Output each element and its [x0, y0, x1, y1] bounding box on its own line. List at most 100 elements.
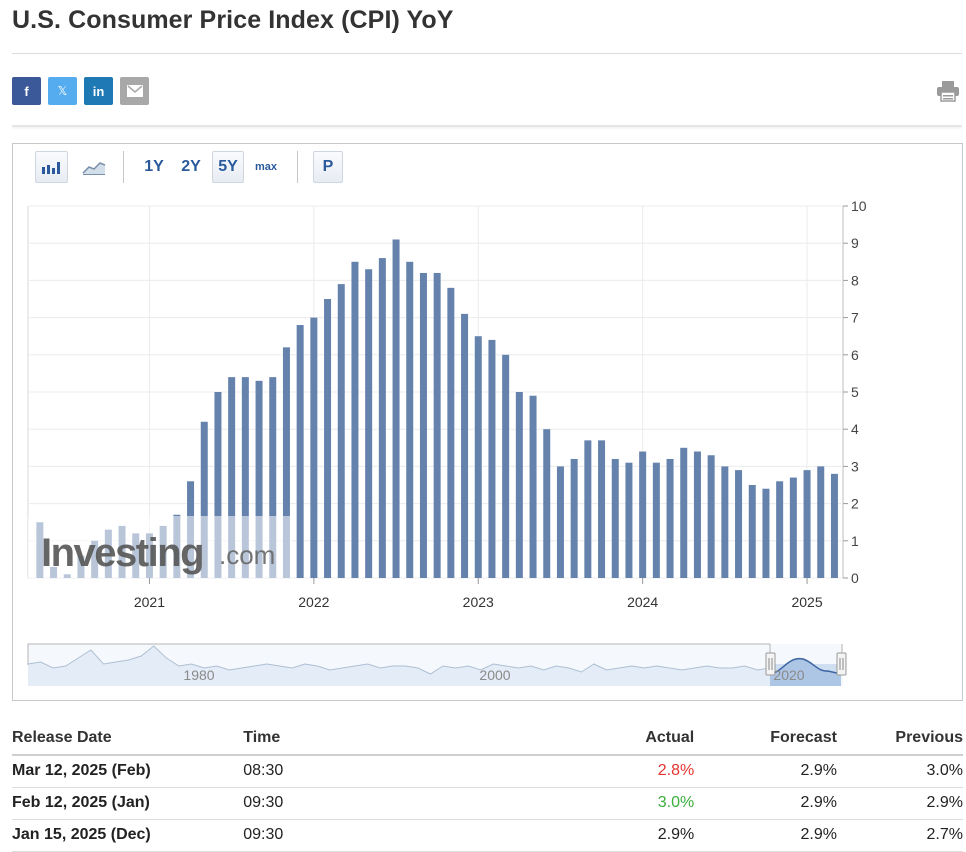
- bar: [570, 458, 578, 578]
- page-title: U.S. Consumer Price Index (CPI) YoY: [12, 6, 454, 34]
- facebook-icon: f: [24, 83, 29, 99]
- bar: [803, 470, 811, 578]
- header-time[interactable]: Time: [243, 722, 587, 756]
- header-previous[interactable]: Previous: [836, 722, 963, 756]
- bar: [378, 258, 386, 578]
- bar-chart-button[interactable]: [35, 151, 68, 183]
- bar: [392, 239, 400, 578]
- y-tick-label: 1: [851, 533, 859, 549]
- bar: [625, 462, 633, 578]
- axes: 0 1 2 3 4 5 6 7 8 9 10 2021 2022 2023 2024 2025: [134, 198, 867, 610]
- y-tick-label: 9: [851, 235, 859, 251]
- navigator-selection-line: [769, 657, 842, 675]
- row-forecast: 2.9%: [694, 755, 837, 788]
- bar: [748, 485, 756, 578]
- x-icon: 𝕏: [57, 84, 68, 98]
- printer-icon[interactable]: [936, 80, 960, 102]
- y-tick-label: 5: [851, 384, 859, 400]
- navigator-left-handle: [765, 652, 776, 676]
- navigator-right-handle: [836, 652, 847, 676]
- bar: [241, 377, 249, 578]
- release-table: Release Date Time Actual Forecast Previo…: [12, 722, 963, 852]
- bar: [515, 392, 523, 578]
- bar: [200, 421, 208, 578]
- bar: [324, 299, 332, 578]
- row-release-date: Jan 15, 2025 (Dec): [12, 819, 244, 852]
- range-2y-button[interactable]: 2Y: [181, 158, 201, 175]
- bar: [584, 440, 592, 578]
- y-tick-label: 7: [851, 310, 859, 326]
- range-5y-button[interactable]: 5Y: [212, 151, 244, 183]
- bar: [721, 466, 729, 578]
- bar: [255, 380, 263, 578]
- bar: [639, 451, 647, 578]
- y-tick-label: 3: [851, 458, 859, 474]
- x-tick-label: 2025: [791, 594, 822, 610]
- header-actual[interactable]: Actual: [586, 722, 695, 756]
- navigator-label: 1980: [183, 667, 214, 683]
- watermark-brand: Investing: [41, 531, 203, 575]
- x-tick-label: 2024: [627, 594, 658, 610]
- range-1y-button[interactable]: 1Y: [144, 158, 164, 175]
- navigator-label: 2000: [479, 667, 510, 683]
- bar: [817, 466, 825, 578]
- bar: [296, 325, 304, 578]
- row-time: 09:30: [243, 819, 587, 852]
- row-forecast: 2.9%: [694, 819, 837, 852]
- header-forecast[interactable]: Forecast: [694, 722, 837, 756]
- facebook-share-button[interactable]: f: [12, 77, 41, 105]
- bar: [529, 395, 537, 578]
- share-divider: [12, 125, 962, 127]
- y-tick-label: 8: [851, 272, 859, 288]
- navigator-selection-area: [770, 658, 841, 686]
- row-release-date: Feb 12, 2025 (Jan): [12, 787, 244, 820]
- line-chart-button[interactable]: [77, 151, 110, 183]
- row-time: 08:30: [243, 755, 587, 788]
- bar: [214, 392, 222, 578]
- bar: [282, 347, 290, 578]
- p-button[interactable]: P: [313, 151, 343, 183]
- bar: [310, 317, 318, 578]
- email-share-button[interactable]: [120, 77, 149, 105]
- x-share-button[interactable]: 𝕏: [48, 77, 77, 105]
- bar: [652, 462, 660, 578]
- row-previous: 3.0%: [836, 755, 963, 788]
- bar: [337, 284, 345, 578]
- bar: [419, 272, 427, 578]
- row-time: 09:30: [243, 787, 587, 820]
- toolbar-separator: [123, 151, 124, 183]
- bar: [433, 272, 441, 578]
- email-icon: [126, 85, 143, 97]
- bar: [269, 377, 277, 578]
- chart-panel: 1Y 2Y 5Y max P 0 1 2 3 4 5 6 7 8 9 10 2021 2022 2023 2…: [12, 143, 963, 701]
- investing-watermark: Investing .com: [28, 516, 292, 578]
- chart-toolbar: 1Y 2Y 5Y max P: [35, 151, 343, 185]
- bar: [776, 481, 784, 578]
- range-navigator[interactable]: 1980 2000 2020: [27, 643, 847, 686]
- x-tick-label: 2021: [134, 594, 165, 610]
- row-release-date: Mar 12, 2025 (Feb): [12, 755, 244, 788]
- bar: [351, 261, 359, 578]
- linkedin-share-button[interactable]: in: [84, 77, 113, 105]
- y-tick-label: 0: [851, 570, 859, 586]
- range-max-button[interactable]: max: [254, 161, 278, 173]
- bar-chart-icon: [41, 162, 60, 174]
- x-tick-label: 2022: [298, 594, 329, 610]
- bar: [461, 313, 469, 578]
- row-previous: 2.7%: [836, 819, 963, 852]
- table-header-row: Release Date Time Actual Forecast Previo…: [12, 722, 963, 756]
- linkedin-icon: in: [92, 83, 105, 99]
- title-divider: [12, 53, 962, 54]
- table-row: Jan 15, 2025 (Dec) 09:30 2.9% 2.9% 2.7%: [12, 819, 963, 852]
- bar: [611, 458, 619, 578]
- row-actual: 2.8%: [586, 755, 695, 788]
- navigator-history-line: [27, 645, 771, 675]
- bar: [447, 287, 455, 578]
- row-previous: 2.9%: [836, 787, 963, 820]
- x-tick-label: 2023: [463, 594, 494, 610]
- header-release-date[interactable]: Release Date: [12, 722, 244, 756]
- bar: [556, 466, 564, 578]
- y-tick-label: 4: [851, 421, 859, 437]
- cpi-bar-chart: 0 1 2 3 4 5 6 7 8 9 10 2021 2022 2023 2024 2025 Investi…: [27, 198, 867, 686]
- row-actual: 2.9%: [586, 819, 695, 852]
